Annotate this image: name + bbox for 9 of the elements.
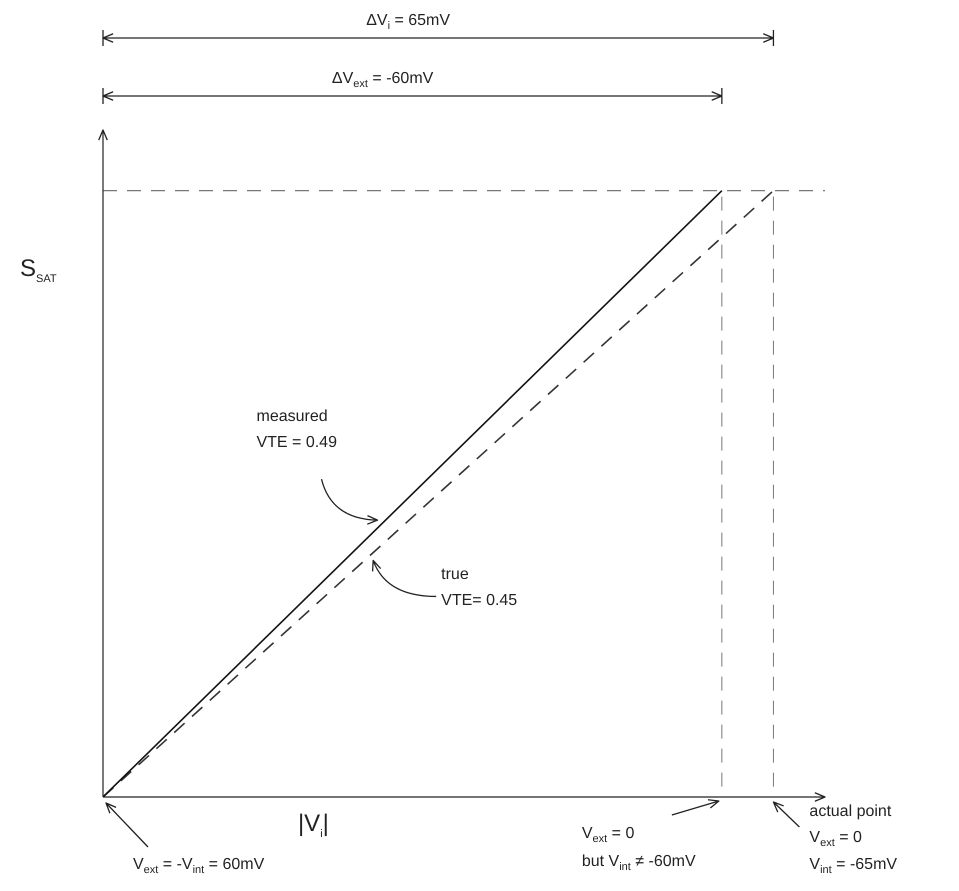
y-axis-title: S$_{SAT}$ bbox=[20, 254, 57, 287]
text: ΔV$_{ext}$ = -60mV bbox=[332, 69, 434, 92]
x-axis-title: |V$_{i}$| bbox=[298, 809, 329, 842]
annotation: true VTE= 0.45 bbox=[441, 565, 518, 612]
text: ΔV$_{i}$ = 65mV bbox=[366, 11, 450, 34]
annotation: measured VTE = 0.49 bbox=[256, 407, 337, 453]
text: V$_{ext}$ = -V$_{int}$ = 60mV bbox=[133, 855, 264, 878]
text: actual point V$_{ext}$ = 0 V$_{int}$ = -65mV bbox=[809, 803, 898, 877]
text: V$_{ext}$ = 0 but V$_{int}$ ≠ -60mV bbox=[582, 824, 696, 875]
